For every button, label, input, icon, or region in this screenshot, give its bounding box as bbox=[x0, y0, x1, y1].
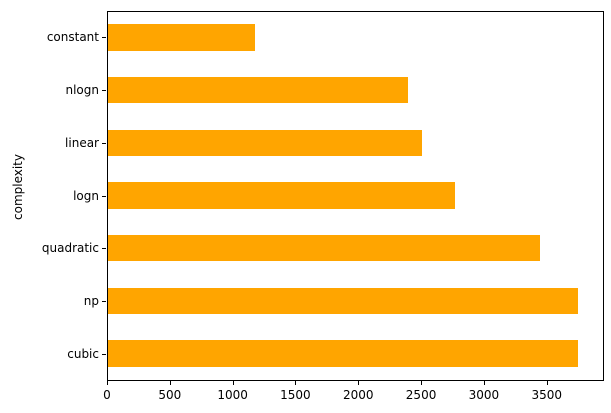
x-tick-label: 2500 bbox=[405, 388, 437, 402]
y-axis-label: complexity bbox=[11, 154, 25, 220]
y-tick-mark bbox=[102, 142, 106, 144]
bar bbox=[108, 24, 255, 51]
x-tick-label: 3500 bbox=[531, 388, 562, 402]
x-tick-label: 3000 bbox=[468, 388, 500, 402]
y-tick-mark bbox=[102, 195, 106, 197]
bar bbox=[108, 182, 455, 209]
bar bbox=[108, 235, 541, 262]
x-tick-label: 2000 bbox=[342, 388, 374, 402]
bar bbox=[108, 287, 578, 315]
x-tick-mark bbox=[358, 381, 360, 385]
y-tick-label: logn bbox=[73, 188, 99, 203]
y-tick-label: cubic bbox=[67, 346, 99, 361]
x-tick-mark bbox=[295, 381, 297, 385]
x-tick-label: 500 bbox=[158, 388, 182, 402]
x-tick-mark bbox=[421, 381, 423, 385]
plot-area bbox=[107, 11, 604, 381]
y-tick-mark bbox=[102, 248, 106, 250]
bar bbox=[108, 340, 578, 367]
y-tick-label: linear bbox=[65, 135, 99, 150]
x-tick-label: 0 bbox=[103, 388, 111, 402]
x-tick-label: 1500 bbox=[280, 388, 311, 402]
y-tick-label: np bbox=[83, 293, 99, 308]
x-tick-mark bbox=[169, 381, 171, 385]
y-tick-label: nlogn bbox=[65, 83, 99, 98]
y-tick-label: constant bbox=[46, 30, 99, 45]
bar bbox=[108, 129, 423, 156]
x-tick-mark bbox=[546, 381, 548, 385]
x-tick-mark bbox=[107, 381, 108, 385]
y-tick-label: quadratic bbox=[41, 241, 99, 256]
x-tick-label: 1000 bbox=[217, 388, 248, 402]
x-tick-mark bbox=[232, 381, 234, 385]
y-tick-mark bbox=[102, 353, 106, 355]
y-tick-mark bbox=[102, 90, 106, 92]
x-tick-mark bbox=[483, 381, 485, 385]
y-tick-mark bbox=[102, 300, 106, 302]
y-tick-mark bbox=[102, 37, 106, 39]
bar bbox=[108, 76, 409, 104]
